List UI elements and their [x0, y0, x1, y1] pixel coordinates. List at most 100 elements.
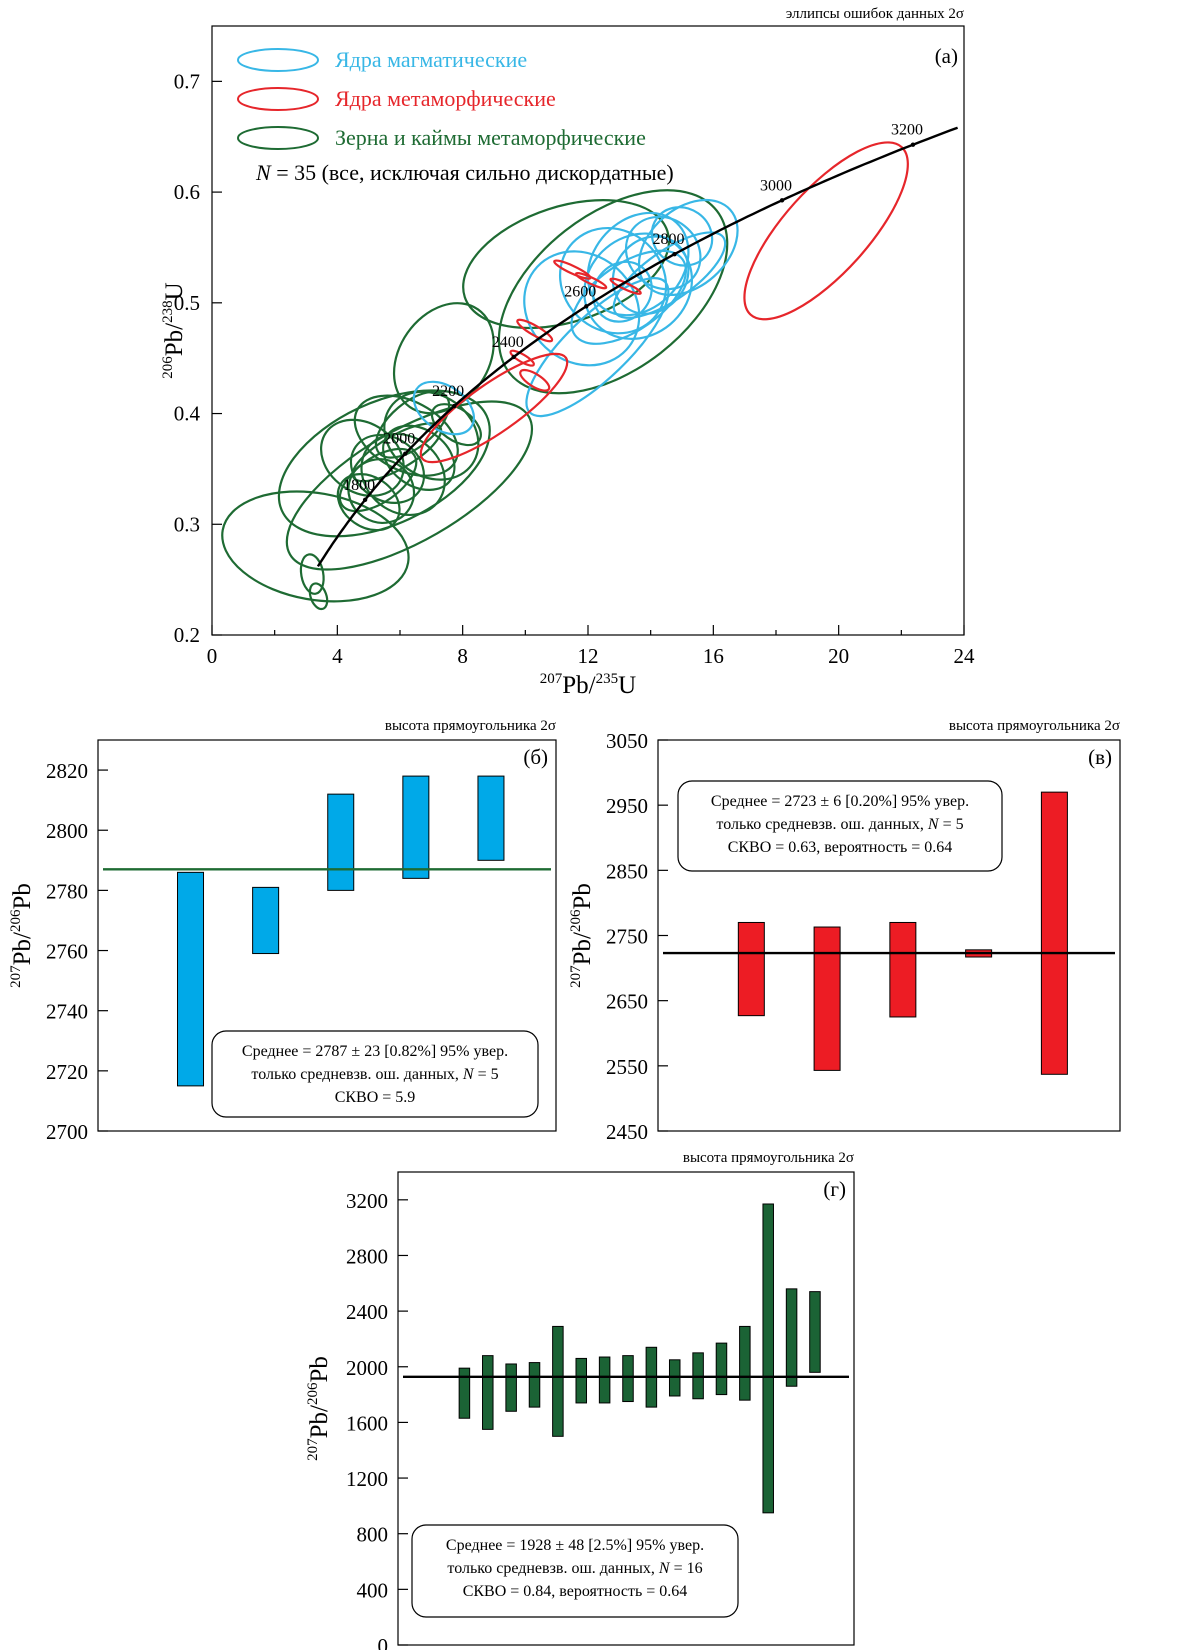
panel-a: 0 4 8 12 16 20 24 0.2 0.3 0.4 0.5 0.6 0.7 1800 2000 220…: [160, 6, 975, 699]
panel-b: 2700 2720 2740 2760 2780 2800 2820 Среднее = 27…: [8, 718, 557, 1144]
error-ellipse: [612, 231, 727, 319]
error-ellipse: [509, 349, 535, 367]
axis-title-part: 207: [8, 965, 24, 988]
y-tick-label: 2550: [606, 1055, 648, 1079]
stats-mean: Среднее = 2723 ± 6 [0.20%] 95% увер.: [711, 793, 969, 810]
y-tick-label: 2820: [46, 759, 88, 783]
error-ellipse: [299, 553, 325, 595]
error-ellipse: [592, 260, 653, 323]
error-ellipse: [360, 432, 446, 517]
error-box: [528, 1362, 541, 1408]
corner-note: высота прямоугольника 2σ: [949, 718, 1120, 734]
y-tick-label: 0.6: [174, 180, 200, 204]
y-tick-label: 2740: [46, 1000, 88, 1024]
stats-part: N: [927, 816, 940, 833]
y-tick-label: 2400: [346, 1300, 388, 1324]
x-axis-title: 207Pb/235U: [540, 671, 636, 699]
n-note: N = 35 (все, исключая сильно дискордатны…: [255, 160, 674, 185]
plot-frame: [397, 1171, 855, 1646]
axis-title-part: Pb/: [161, 323, 188, 356]
error-ellipse: [308, 582, 329, 611]
stats-part: N: [658, 1560, 671, 1577]
y-tick-label: 2720: [46, 1060, 88, 1084]
error-ellipse: [419, 352, 569, 464]
axis-title-part: 206: [305, 1382, 321, 1405]
error-box: [739, 1325, 751, 1401]
error-box: [598, 1356, 611, 1404]
axis-title-part: 207: [568, 965, 584, 988]
y-tick-label: 2450: [606, 1120, 648, 1144]
stats-mean: Среднее = 2787 ± 23 [0.82%] 95% увер.: [242, 1043, 508, 1060]
error-ellipse: [374, 390, 451, 459]
concordia-age-label: 3000: [760, 177, 792, 194]
concordia-age-label: 3200: [891, 122, 923, 139]
error-ellipse: [497, 189, 729, 395]
y-tick-label: 2800: [346, 1244, 388, 1268]
error-box: [477, 775, 505, 861]
concordia-age-label: 2400: [492, 334, 524, 351]
error-box: [458, 1367, 471, 1419]
stats-line2: только средневзв. ош. данных, N = 5: [251, 1066, 498, 1083]
error-ellipse: [637, 198, 739, 297]
error-ellipse: [430, 403, 482, 447]
legend-swatch: [237, 48, 319, 72]
y-tick-label: 0.3: [174, 512, 200, 536]
stats-box: [411, 1524, 739, 1618]
y-tick-label: 2650: [606, 990, 648, 1014]
legend-swatch: [237, 126, 319, 150]
stats-part: = 5: [474, 1066, 499, 1083]
error-box: [785, 1288, 798, 1387]
stats-box: [677, 780, 1003, 872]
axis-title-part: U: [618, 672, 636, 699]
error-box: [762, 1203, 774, 1514]
error-ellipse: [553, 259, 592, 280]
error-box: [575, 1357, 588, 1404]
stats-part: только средневзв. ош. данных,: [716, 816, 927, 833]
concordia-age-label: 2000: [383, 431, 415, 448]
y-axis-title: 206Pb/238U: [160, 282, 188, 378]
axis-title-part: Pb/: [569, 932, 596, 965]
y-tick-label: 0.4: [174, 402, 201, 426]
stats-part: = 5: [939, 816, 964, 833]
x-tick-label: 24: [954, 644, 976, 668]
y-tick-label: 1200: [346, 1467, 388, 1491]
stats-mswd: СКВО = 0.63, вероятность = 0.64: [728, 839, 953, 856]
legend-label: Ядра магматические: [335, 47, 527, 72]
plot-area: 1800 2000 2200 2400 2600 2800 3000 3200: [221, 122, 959, 611]
error-box: [552, 1325, 564, 1437]
stats-mean: Среднее = 1928 ± 48 [2.5%] 95% увер.: [446, 1537, 704, 1554]
error-box: [327, 793, 355, 891]
error-ellipse: [516, 318, 554, 343]
x-tick-label: 16: [703, 644, 724, 668]
axis-title-part: 206: [8, 909, 24, 932]
y-axis-title: 207Pb/206Pb: [8, 883, 36, 988]
axis-title-part: Pb: [9, 883, 36, 909]
axis-title-part: Pb/: [562, 672, 595, 699]
panel-label: (г): [823, 1177, 846, 1201]
plot-frame: [97, 739, 557, 1132]
y-tick-label: 400: [357, 1578, 389, 1602]
concordia-age-tick: [672, 251, 677, 257]
x-tick-label: 0: [207, 644, 218, 668]
axis-title-part: 207: [540, 671, 563, 687]
error-box: [622, 1355, 634, 1403]
error-box: [813, 926, 841, 1071]
concordia-age-tick: [362, 497, 368, 502]
panel-label: (а): [935, 44, 958, 68]
axis-title-part: Pb/: [9, 932, 36, 965]
concordia-age-label: 2600: [564, 283, 596, 300]
error-ellipse: [353, 394, 459, 477]
y-tick-label: 2780: [46, 879, 88, 903]
stats-box: [211, 1030, 539, 1118]
concordia-age-tick: [910, 142, 916, 147]
panel-g: 0 400 800 1200 1600 2000 2400 2800 3200 Среднее =…: [305, 1150, 855, 1650]
axis-title-part: 207: [305, 1438, 321, 1461]
plot-frame: [211, 25, 965, 636]
y-tick-label: 2750: [606, 925, 648, 949]
error-box: [482, 1355, 494, 1430]
error-box: [402, 775, 430, 879]
concordia-age-label: 2200: [432, 383, 464, 400]
corner-note: высота прямоугольника 2σ: [683, 1150, 854, 1166]
axis-title-part: Pb: [569, 883, 596, 909]
